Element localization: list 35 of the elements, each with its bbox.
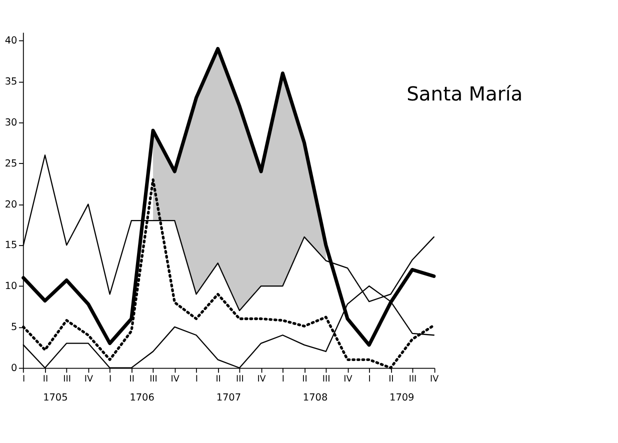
text: 1706	[130, 392, 154, 404]
x-tick-label: II	[216, 374, 221, 385]
text: 1709	[390, 392, 414, 404]
y-tick-label: 20	[4, 199, 18, 210]
x-tick-label: III	[150, 374, 158, 385]
y-tick-label: 5	[11, 322, 18, 334]
x-tick-label: I	[368, 374, 371, 385]
x-tick-label: II	[42, 374, 48, 385]
x-tick-label: II	[302, 374, 308, 385]
x-tick-label: III	[322, 374, 330, 385]
x-tick-label: II	[388, 374, 394, 385]
x-tick-label: IV	[430, 374, 439, 385]
y-tick-label: 40	[4, 36, 18, 47]
x-tick-label: III	[408, 374, 417, 385]
y-tick-label: 25	[4, 158, 18, 170]
x-tick-label: I	[195, 374, 198, 385]
x-tick-label: I	[108, 374, 112, 385]
y-tick-label: 10	[4, 281, 18, 292]
y-tick-label: 30	[4, 117, 18, 128]
x-tick-label: IV	[344, 374, 352, 385]
y-tick-label: 35	[4, 76, 18, 88]
text: 1708	[302, 392, 328, 404]
x-tick-label: IV	[170, 374, 180, 385]
text: 1705	[43, 392, 68, 404]
x-tick-label: I	[282, 374, 284, 385]
x-tick-label: III	[236, 374, 244, 385]
x-tick-label: III	[63, 374, 71, 385]
x-tick-label: IV	[257, 374, 266, 385]
text: Santa María	[406, 82, 523, 106]
x-tick-label: I	[22, 374, 26, 385]
x-tick-label: II	[129, 374, 134, 385]
y-tick-label: 15	[4, 240, 18, 252]
y-tick-label: 0	[11, 362, 18, 374]
text: 1707	[216, 392, 242, 404]
x-tick-label: IV	[84, 374, 93, 385]
